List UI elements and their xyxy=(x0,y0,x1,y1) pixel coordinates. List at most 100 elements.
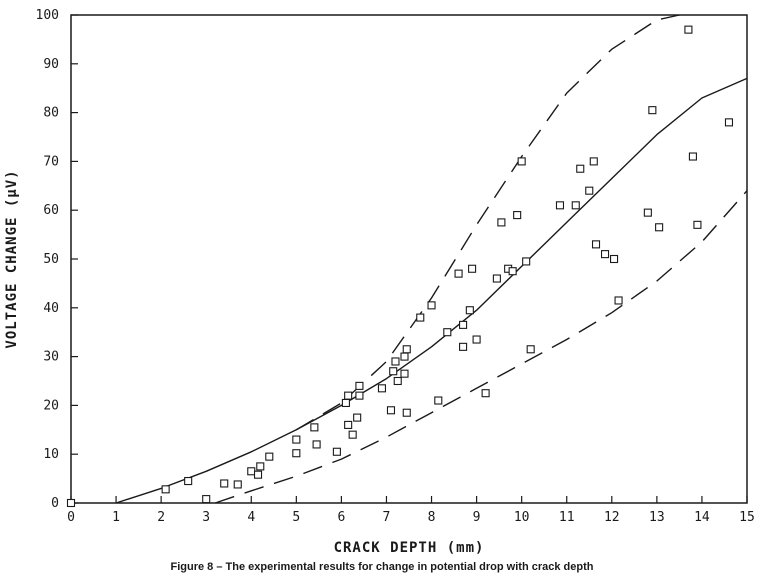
data-point xyxy=(220,479,229,488)
data-point xyxy=(344,420,353,429)
y-tick-label: 30 xyxy=(43,350,59,365)
data-point xyxy=(66,498,76,508)
data-point xyxy=(522,257,531,266)
x-tick-label: 10 xyxy=(514,510,530,525)
y-tick-label: 100 xyxy=(36,8,59,23)
data-point xyxy=(600,250,610,259)
data-point xyxy=(389,367,398,376)
y-tick-label: 80 xyxy=(43,106,59,121)
y-tick-label: 0 xyxy=(51,496,59,511)
x-tick-label: 3 xyxy=(202,510,210,525)
data-point xyxy=(344,391,353,400)
data-point xyxy=(443,328,452,337)
x-tick-label: 1 xyxy=(112,510,120,525)
data-point xyxy=(517,157,526,166)
data-point xyxy=(571,201,580,210)
y-tick-label: 10 xyxy=(43,447,59,462)
data-point xyxy=(400,352,409,361)
data-point xyxy=(353,413,362,422)
x-tick-label: 9 xyxy=(473,510,481,525)
data-point xyxy=(402,408,411,417)
y-tick-label: 50 xyxy=(43,252,59,267)
data-point xyxy=(508,267,517,276)
data-point xyxy=(655,223,664,232)
data-point xyxy=(292,449,301,458)
x-tick-label: 2 xyxy=(157,510,165,525)
x-tick-label: 0 xyxy=(67,510,75,525)
data-point xyxy=(688,152,697,161)
data-point xyxy=(253,470,263,479)
data-point xyxy=(648,106,657,115)
fit-curves xyxy=(115,14,748,504)
y-axis-ticks: 0 10 20 30 40 50 60 70 80 90 100 xyxy=(36,8,78,511)
data-point xyxy=(513,211,522,220)
x-axis-title: CRACK DEPTH (mm) xyxy=(334,540,485,556)
data-point xyxy=(427,301,436,310)
data-point xyxy=(472,335,481,344)
x-tick-label: 4 xyxy=(247,510,255,525)
x-tick-label: 5 xyxy=(292,510,300,525)
data-point xyxy=(400,369,409,378)
x-tick-label: 8 xyxy=(428,510,436,525)
x-tick-label: 7 xyxy=(383,510,391,525)
y-axis-title: VOLTAGE CHANGE (µV) xyxy=(4,169,20,348)
data-point xyxy=(589,157,598,166)
x-tick-label: 15 xyxy=(739,510,755,525)
y-tick-label: 90 xyxy=(43,57,59,72)
data-point xyxy=(610,254,619,264)
data-point xyxy=(497,218,506,227)
data-point xyxy=(348,430,357,439)
data-point xyxy=(468,264,477,273)
data-point xyxy=(492,274,501,283)
data-point xyxy=(332,447,341,456)
x-tick-label: 11 xyxy=(559,510,575,525)
data-point xyxy=(454,269,463,278)
y-tick-label: 20 xyxy=(43,398,59,413)
data-point xyxy=(341,398,350,408)
data-point xyxy=(184,476,193,486)
data-point xyxy=(459,342,468,351)
data-point xyxy=(591,240,601,249)
x-tick-label: 12 xyxy=(604,510,620,525)
data-point xyxy=(724,118,734,127)
x-tick-label: 14 xyxy=(694,510,710,525)
dashed-bound-curve xyxy=(214,190,748,504)
dashed-bound-curve xyxy=(295,14,680,431)
data-point xyxy=(684,25,693,34)
data-point xyxy=(434,396,443,405)
data-point xyxy=(576,164,585,173)
data-point xyxy=(459,320,468,329)
figure-caption: Figure 8 – The experimental results for … xyxy=(170,561,594,573)
data-point xyxy=(585,186,594,195)
data-point xyxy=(377,384,387,393)
data-point xyxy=(465,306,474,315)
data-point xyxy=(265,452,274,461)
y-tick-label: 40 xyxy=(43,301,59,316)
data-point xyxy=(402,345,411,354)
data-point xyxy=(526,345,535,354)
data-point xyxy=(292,435,301,444)
data-point xyxy=(481,389,490,398)
solid-fit-curve xyxy=(115,77,748,504)
chart-svg: 0 1 2 3 4 5 6 7 8 9 10 11 12 13 14 15 01020304050607080… xyxy=(4,8,755,556)
y-tick-label: 60 xyxy=(43,203,59,218)
data-point xyxy=(643,208,652,217)
data-point xyxy=(256,462,265,471)
data-point xyxy=(312,440,321,449)
data-point xyxy=(310,423,319,432)
data-point xyxy=(161,485,170,494)
data-point xyxy=(393,376,402,386)
data-point xyxy=(614,296,623,305)
data-point xyxy=(391,357,400,366)
y-tick-label: 70 xyxy=(43,154,59,169)
data-point xyxy=(555,201,565,210)
data-point xyxy=(355,391,364,400)
data-point xyxy=(247,467,256,476)
data-point xyxy=(355,381,364,390)
x-axis-ticks: 0 1 2 3 4 5 6 7 8 9 10 11 12 13 14 15 xyxy=(67,496,755,525)
data-point xyxy=(693,220,702,229)
data-point xyxy=(233,480,242,489)
data-point xyxy=(386,406,396,415)
data-point xyxy=(202,495,211,504)
x-tick-label: 6 xyxy=(337,510,345,525)
